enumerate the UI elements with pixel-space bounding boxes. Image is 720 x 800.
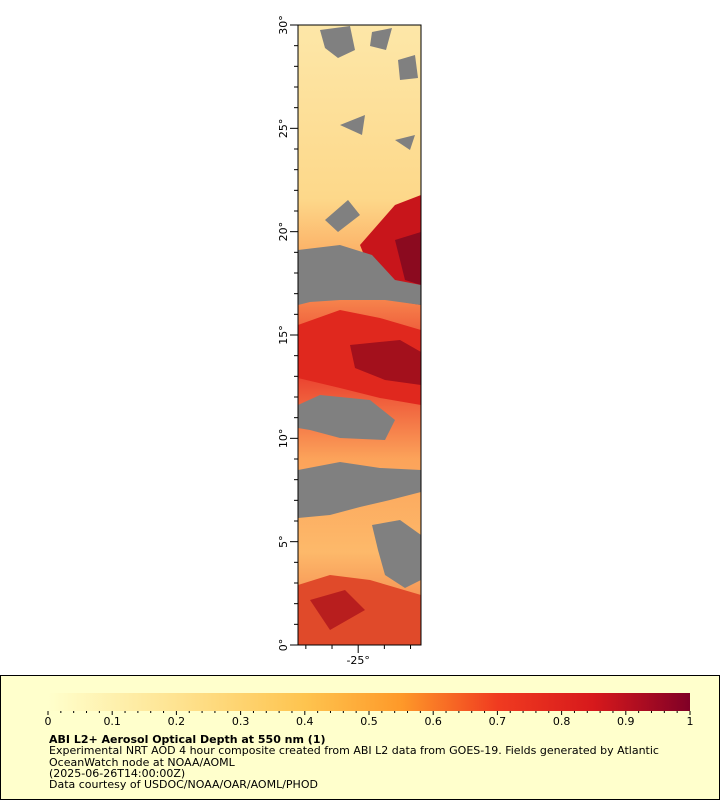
aod-max-core-south (310, 590, 365, 630)
legend-title: ABI L2+ Aerosol Optical Depth at 550 nm … (49, 733, 326, 746)
latitude-axis: 0° 5° 10° 15° 20° 25° 30° (277, 15, 298, 651)
lat-tick-label: 10° (277, 429, 290, 449)
colorbar-tick-label: 1 (687, 715, 694, 728)
lat-tick-label: 25° (277, 119, 290, 139)
no-data-regions (298, 26, 421, 588)
colorbar-tick-label: 0.3 (232, 715, 250, 728)
aod-colorbar: 0 0.1 0.2 0.3 0.4 0.5 0.6 0.7 0.8 0.9 1 (45, 693, 694, 728)
colorbar-tick-label: 0.4 (296, 715, 314, 728)
colorbar-ticks: 0 0.1 0.2 0.3 0.4 0.5 0.6 0.7 0.8 0.9 1 (45, 711, 694, 728)
aod-max-core-center (350, 340, 421, 385)
aod-field (298, 25, 421, 645)
legend-panel: 0 0.1 0.2 0.3 0.4 0.5 0.6 0.7 0.8 0.9 1 ABI L2+ Ae… (0, 675, 720, 800)
colorbar-tick-label: 0.8 (553, 715, 571, 728)
colorbar-tick-label: 0 (45, 715, 52, 728)
longitude-axis: -25° (305, 645, 412, 667)
colorbar-tick-label: 0.1 (103, 715, 121, 728)
lat-tick-label: 30° (277, 15, 290, 35)
map-figure: 0° 5° 10° 15° 20° 25° 30° -25° (277, 15, 422, 667)
colorbar-ramp (48, 693, 690, 711)
lat-tick-label: 20° (277, 222, 290, 242)
aod-max-core-north (395, 232, 421, 285)
colorbar-tick-label: 0.6 (424, 715, 442, 728)
legend-timestamp: (2025-06-26T14:00:00Z) (49, 767, 186, 780)
lat-tick-label: 15° (277, 325, 290, 345)
lon-tick-label: -25° (346, 654, 369, 667)
legend-description: Experimental NRT AOD 4 hour composite cr… (49, 744, 659, 769)
legend-credit: Data courtesy of USDOC/NOAA/OAR/AOML/PHO… (49, 778, 318, 791)
lat-tick-label: 0° (277, 639, 290, 652)
colorbar-tick-label: 0.5 (360, 715, 378, 728)
lat-tick-label: 5° (277, 535, 290, 548)
colorbar-tick-label: 0.7 (489, 715, 507, 728)
colorbar-tick-label: 0.9 (617, 715, 635, 728)
colorbar-tick-label: 0.2 (168, 715, 186, 728)
